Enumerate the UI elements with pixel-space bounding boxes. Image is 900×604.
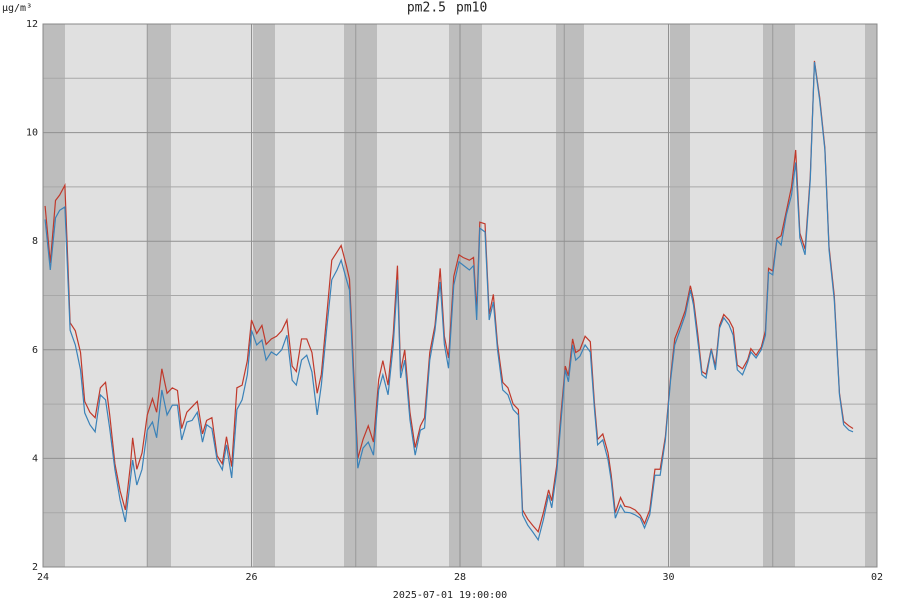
x-tick-label: 02 xyxy=(871,572,883,583)
x-tick-label: 30 xyxy=(662,572,674,583)
y-tick-label: 2 xyxy=(32,562,38,573)
y-tick-label: 6 xyxy=(32,345,38,356)
x-tick-label: 28 xyxy=(454,572,466,583)
series-line xyxy=(44,60,854,533)
x-tick-label: 24 xyxy=(37,572,49,583)
y-tick-label: 10 xyxy=(26,128,38,139)
legend-entry: pm10 xyxy=(456,1,487,16)
y-tick-label: 12 xyxy=(26,19,38,30)
plot-frame xyxy=(42,23,878,568)
y-tick-label: 4 xyxy=(32,453,38,464)
footer: 2025-07-01 19:00:00 xyxy=(393,590,507,600)
y-axis-label: µg/m³ xyxy=(2,3,32,14)
series-line xyxy=(44,61,854,542)
y-tick-label: 8 xyxy=(32,236,38,247)
legend-entry: pm2.5 xyxy=(407,1,446,16)
x-tick-label: 26 xyxy=(245,572,257,583)
